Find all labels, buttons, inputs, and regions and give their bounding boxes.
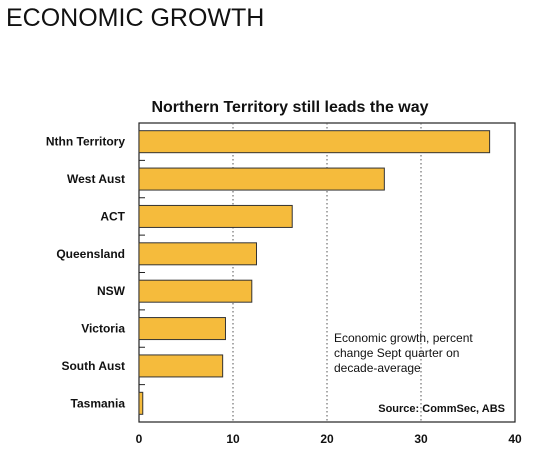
bar [138, 242, 257, 266]
annotation-line-1: Economic growth, percent [334, 331, 473, 345]
bars [138, 130, 491, 415]
x-tick-label: 30 [414, 432, 428, 446]
source-note: Source: CommSec, ABS [378, 403, 505, 415]
annotation-line-2: change Sept quarter on [334, 346, 459, 360]
x-tick-label: 20 [320, 432, 334, 446]
bar [138, 204, 293, 228]
bar [138, 167, 385, 191]
bar [138, 391, 144, 415]
grid-lines [232, 123, 422, 422]
page-heading: ECONOMIC GROWTH [6, 4, 265, 32]
bar [138, 279, 253, 303]
x-tick-label: 0 [136, 432, 143, 446]
annotation-line-3: decade-average [334, 361, 421, 375]
category-label: West Aust [67, 172, 125, 186]
category-label: ACT [100, 209, 125, 223]
category-labels: Nthn Territory West Aust ACT Queensland NSW V… [46, 135, 145, 410]
category-label: Victoria [81, 322, 125, 336]
category-label: Queensland [56, 247, 125, 261]
category-label: Nthn Territory [46, 135, 125, 149]
x-axis-ticks: 0 10 20 30 40 [136, 432, 522, 446]
chart-title: Northern Territory still leads the way [151, 99, 428, 116]
x-tick-label: 10 [226, 432, 240, 446]
category-label: NSW [97, 284, 126, 298]
bar [138, 130, 491, 154]
category-label: South Aust [61, 359, 125, 373]
bar [138, 354, 224, 378]
bar [138, 317, 226, 341]
category-label: Tasmania [71, 396, 126, 410]
x-tick-label: 40 [508, 432, 522, 446]
